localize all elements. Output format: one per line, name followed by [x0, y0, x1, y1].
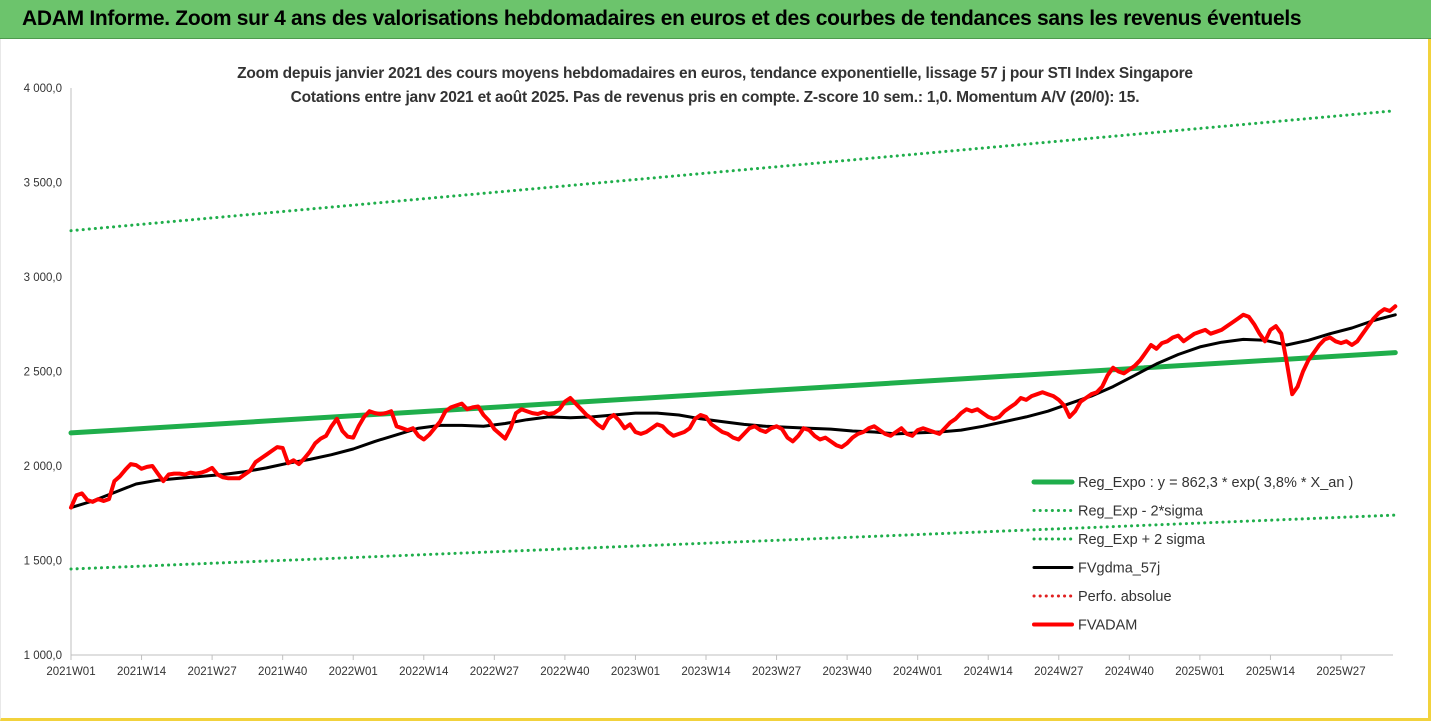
x-tick-label: 2023W27 [752, 666, 801, 678]
chart-frame: Zoom depuis janvier 2021 des cours moyen… [0, 39, 1431, 721]
series-line-fvadam [69, 304, 1398, 510]
y-tick-label: 3 000,0 [24, 272, 62, 284]
y-tick-label: 4 000,0 [24, 83, 62, 95]
x-tick-label: 2024W01 [893, 666, 942, 678]
x-tick-label: 2021W01 [46, 666, 95, 678]
y-tick-label: 1 500,0 [24, 556, 62, 568]
x-tick-label: 2023W14 [681, 666, 731, 678]
x-tick-label: 2024W14 [964, 666, 1014, 678]
chart-series [68, 109, 1398, 571]
x-tick-label: 2022W27 [470, 666, 519, 678]
y-tick-label: 2 500,0 [24, 367, 62, 379]
legend-label: Reg_Exp + 2 sigma [1078, 532, 1206, 548]
report-title: ADAM Informe. Zoom sur 4 ans des valoris… [22, 7, 1302, 30]
x-tick-label: 2024W27 [1034, 666, 1083, 678]
x-tick-label: 2025W01 [1175, 666, 1224, 678]
x-tick-label: 2021W27 [187, 666, 236, 678]
x-tick-label: 2023W40 [822, 666, 871, 678]
chart-legend: Reg_Expo : y = 862,3 * exp( 3,8% * X_an … [1031, 475, 1353, 634]
chart-title-line: Zoom depuis janvier 2021 des cours moyen… [237, 65, 1193, 82]
x-tick-label: 2021W14 [117, 666, 167, 678]
legend-label: Perfo. absolue [1078, 589, 1172, 605]
x-tick-label: 2022W14 [399, 666, 449, 678]
x-tick-label: 2021W40 [258, 666, 307, 678]
x-tick-label: 2022W01 [329, 666, 378, 678]
legend-label: FVgdma_57j [1078, 561, 1160, 577]
chart-title: Zoom depuis janvier 2021 des cours moyen… [237, 65, 1193, 106]
legend-label: Reg_Expo : y = 862,3 * exp( 3,8% * X_an … [1078, 475, 1353, 491]
series-line-reg-exp-2-sigma [69, 513, 1397, 571]
legend-label: Reg_Exp - 2*sigma [1078, 504, 1204, 520]
y-tick-label: 2 000,0 [24, 461, 62, 473]
series-line-reg-exp-2-sigma [69, 109, 1397, 233]
chart-axes: 1 000,0 1 500,0 2 000,0 2 500,0 3 000,0 3 500… [24, 83, 1393, 678]
x-tick-label: 2022W40 [540, 666, 589, 678]
x-tick-label: 2023W01 [611, 666, 660, 678]
chart-title-line: Cotations entre janv 2021 et août 2025. … [291, 89, 1140, 106]
legend-label: FVADAM [1078, 618, 1137, 634]
chart-svg: Zoom depuis janvier 2021 des cours moyen… [24, 65, 1398, 678]
x-tick-label: 2025W14 [1246, 666, 1296, 678]
y-tick-label: 3 500,0 [24, 178, 62, 190]
series-line-reg-expo-y-862-3-exp-3-8-x-an [68, 350, 1398, 436]
y-tick-label: 1 000,0 [24, 650, 62, 662]
x-tick-label: 2024W40 [1105, 666, 1154, 678]
x-tick-label: 2025W27 [1316, 666, 1365, 678]
report-banner: ADAM Informe. Zoom sur 4 ans des valoris… [0, 0, 1431, 39]
